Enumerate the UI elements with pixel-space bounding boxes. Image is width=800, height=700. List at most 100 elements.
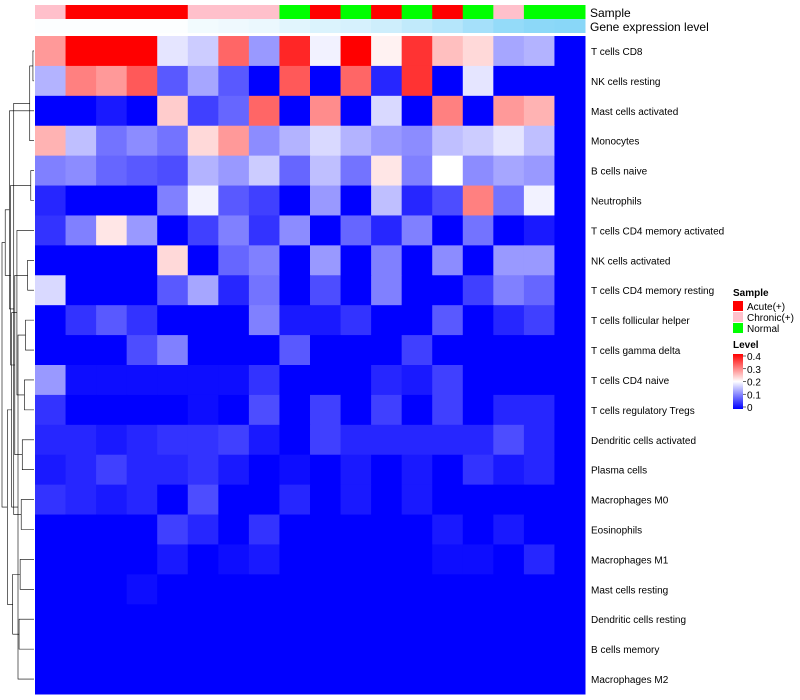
heatmap-cell: [35, 65, 67, 97]
heatmap-cell: [279, 394, 311, 426]
row-label: Dendritic cells activated: [591, 436, 696, 447]
heatmap-cell: [432, 305, 464, 336]
heatmap-cell: [126, 544, 158, 575]
heatmap-cell: [371, 155, 403, 187]
heatmap-cell: [279, 365, 311, 396]
heatmap-cell: [401, 394, 433, 426]
heatmap-cell: [96, 335, 128, 366]
heatmap-cell: [126, 604, 158, 635]
dendrogram-branch: [30, 170, 34, 201]
heatmap-cell: [157, 574, 189, 605]
heatmap-cell: [462, 185, 494, 216]
heatmap-cell: [218, 634, 250, 665]
heatmap-cell: [218, 574, 250, 605]
heatmap-cell: [371, 365, 403, 396]
row-label: T cells CD8: [591, 47, 643, 58]
heatmap-cell: [35, 335, 67, 366]
heatmap-cell: [126, 424, 158, 456]
heatmap-cell: [340, 634, 372, 665]
heatmap-cell: [340, 65, 372, 97]
heatmap-cell: [218, 604, 250, 635]
heatmap-cell: [218, 275, 250, 306]
heatmap-cell: [310, 275, 342, 306]
heatmap-cell: [96, 574, 128, 605]
row-label: Eosinophils: [591, 526, 642, 537]
heatmap-cell: [554, 424, 586, 456]
heatmap-cell: [340, 454, 372, 486]
row-label: Plasma cells: [591, 466, 647, 477]
heatmap-cell: [35, 245, 67, 276]
heatmap-cell: [554, 185, 586, 216]
dendrogram-branch: [24, 379, 34, 411]
dendrogram-branch: [19, 559, 34, 590]
expression-annotation-cell: [462, 19, 494, 33]
heatmap-cell: [371, 514, 403, 545]
sample-annotation-cell: [187, 5, 219, 19]
expression-annotation-cell: [554, 19, 586, 33]
heatmap-cell: [310, 65, 342, 97]
heatmap-cell: [523, 544, 555, 575]
heatmap-cell: [35, 454, 67, 486]
heatmap-cell: [310, 544, 342, 575]
heatmap-cell: [65, 514, 97, 545]
heatmap-cell: [340, 335, 372, 366]
heatmap-cell: [248, 365, 280, 396]
heatmap-cell: [493, 36, 525, 67]
heatmap-cell: [157, 664, 189, 695]
heatmap-cell: [554, 155, 586, 187]
heatmap-cell: [401, 514, 433, 545]
heatmap-cell: [523, 65, 555, 97]
row-label: T cells follicular helper: [591, 316, 690, 327]
level-legend-title: Level: [733, 340, 759, 351]
expression-annotation-cell: [248, 19, 280, 33]
heatmap-cell: [279, 185, 311, 216]
heatmap-cell: [248, 424, 280, 456]
expression-annotation-cell: [187, 19, 219, 33]
sample-annotation-cell: [96, 5, 128, 19]
heatmap-cell: [157, 185, 189, 216]
dendrogram-branch: [20, 499, 34, 530]
heatmap-cell: [310, 305, 342, 336]
heatmap-cell: [310, 95, 342, 127]
heatmap-cell: [279, 95, 311, 127]
heatmap-cell: [371, 574, 403, 605]
heatmap-cell: [218, 65, 250, 97]
heatmap-cell: [371, 394, 403, 426]
heatmap-cell: [65, 484, 97, 516]
heatmap-cell: [96, 95, 128, 127]
row-label: Mast cells activated: [591, 107, 678, 118]
heatmap-cell: [554, 544, 586, 575]
heatmap-cell: [493, 185, 525, 216]
heatmap-cell: [126, 664, 158, 695]
heatmap-cell: [248, 36, 280, 67]
row-dendrogram: [1, 50, 34, 680]
heatmap-cell: [35, 604, 67, 635]
heatmap-cell: [340, 424, 372, 456]
heatmap-cell: [279, 125, 311, 157]
heatmap-cell: [35, 125, 67, 157]
heatmap-cell: [462, 604, 494, 635]
heatmap-cell: [462, 36, 494, 67]
heatmap-cell: [432, 36, 464, 67]
level-colorbar: [733, 354, 743, 409]
level-legend-label: 0.3: [747, 365, 761, 376]
heatmap-cell: [523, 514, 555, 545]
heatmap-cell: [432, 275, 464, 306]
heatmap-cell: [96, 664, 128, 695]
heatmap-cell: [279, 305, 311, 336]
heatmap-cell: [340, 275, 372, 306]
heatmap-cell: [432, 424, 464, 456]
heatmap-cell: [187, 544, 219, 575]
heatmap-cell: [157, 365, 189, 396]
heatmap-cell: [432, 634, 464, 665]
heatmap-cell: [218, 664, 250, 695]
row-label: NK cells resting: [591, 77, 660, 88]
dendrogram-branch: [21, 439, 34, 470]
heatmap-cell: [493, 65, 525, 97]
heatmap-cell: [523, 574, 555, 605]
heatmap-cell: [279, 245, 311, 276]
heatmap-cell: [218, 185, 250, 216]
heatmap-cell: [187, 275, 219, 306]
heatmap-cell: [65, 275, 97, 306]
heatmap-cell: [371, 664, 403, 695]
